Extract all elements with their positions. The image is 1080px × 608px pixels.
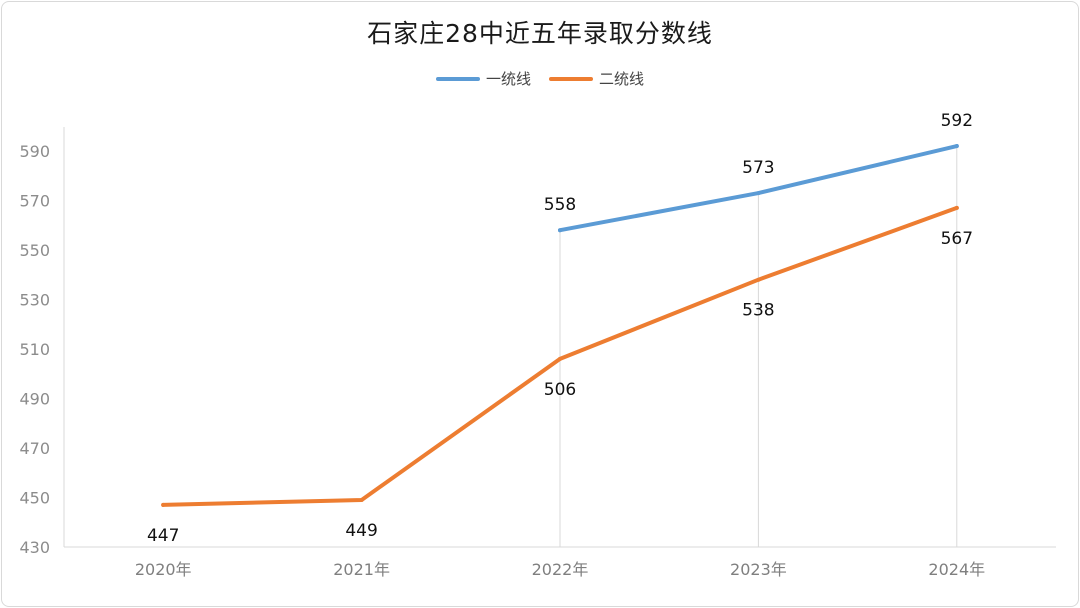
x-tick-label: 2020年 [135, 560, 192, 579]
y-tick-label: 590 [19, 142, 50, 161]
x-tick-label: 2024年 [928, 560, 985, 579]
x-tick-label: 2023年 [730, 560, 787, 579]
data-label: 558 [544, 195, 576, 215]
data-point [161, 502, 166, 507]
y-tick-label: 550 [19, 241, 50, 260]
legend-label-second-line: 二统线 [599, 70, 645, 88]
data-label: 592 [941, 111, 973, 131]
y-tick-label: 470 [19, 439, 50, 458]
data-point [756, 277, 761, 282]
data-point [954, 144, 959, 149]
chart-legend: 一统线 二统线 [2, 68, 1078, 89]
x-tick-label: 2021年 [333, 560, 390, 579]
data-label: 449 [345, 521, 377, 541]
data-point [359, 497, 364, 502]
y-tick-label: 490 [19, 390, 50, 409]
data-point [954, 205, 959, 210]
y-tick-label: 570 [19, 192, 50, 211]
data-label: 447 [147, 526, 179, 546]
data-point [558, 356, 562, 361]
data-label: 506 [544, 380, 576, 400]
data-label: 567 [941, 229, 973, 249]
y-tick-label: 450 [19, 489, 50, 508]
data-label: 538 [742, 301, 774, 321]
y-tick-label: 430 [19, 538, 50, 557]
legend-item-first-line[interactable]: 一统线 [435, 68, 531, 89]
y-tick-label: 510 [19, 340, 50, 359]
legend-swatch-second-line [549, 76, 593, 81]
legend-swatch-first-line [435, 76, 480, 81]
y-tick-label: 530 [19, 291, 50, 310]
legend-item-second-line[interactable]: 二统线 [549, 68, 644, 89]
data-label: 573 [742, 158, 774, 178]
chart-title: 石家庄28中近五年录取分数线 [367, 19, 713, 48]
legend-label-first-line: 一统线 [485, 70, 531, 88]
data-point [756, 191, 761, 196]
data-point [558, 228, 562, 233]
x-tick-label: 2022年 [532, 560, 589, 579]
